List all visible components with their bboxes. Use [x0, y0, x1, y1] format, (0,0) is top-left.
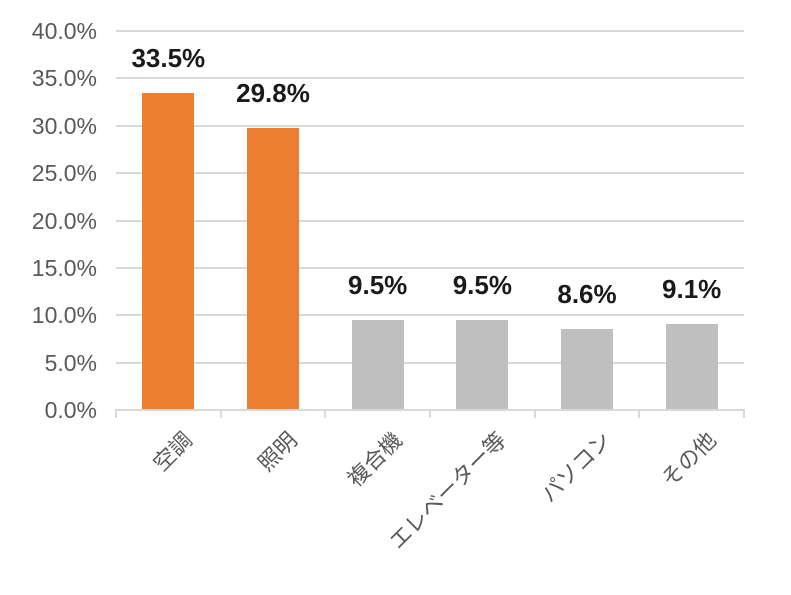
- bar-3: [456, 319, 509, 409]
- x-axis-category-label: 空調: [148, 427, 198, 477]
- x-axis-tick: [115, 410, 117, 418]
- gridline: [116, 266, 744, 269]
- bar-data-label: 9.1%: [662, 273, 722, 304]
- y-axis-tick-label: 40.0%: [31, 18, 97, 44]
- x-axis-category-label: その他: [656, 427, 721, 492]
- y-axis-tick-label: 35.0%: [31, 65, 97, 92]
- x-axis-tick: [638, 410, 641, 418]
- y-axis-tick-label: 25.0%: [31, 160, 97, 187]
- x-axis-tick: [324, 410, 327, 418]
- y-axis-tick-label: 15.0%: [31, 254, 97, 281]
- bar-data-label: 8.6%: [557, 278, 617, 309]
- y-axis-tick-label: 30.0%: [31, 112, 97, 139]
- y-axis-tick-label: 20.0%: [31, 207, 97, 234]
- x-axis-tick: [429, 410, 431, 418]
- gridline: [116, 361, 744, 364]
- gridline: [116, 314, 744, 317]
- bar-data-label: 33.5%: [131, 42, 206, 73]
- x-axis-tick: [533, 410, 536, 418]
- x-axis-category-label: 複合機: [342, 427, 407, 492]
- x-axis-tick: [743, 410, 745, 418]
- bar-1: [247, 127, 299, 409]
- gridline: [116, 77, 744, 80]
- y-axis-tick-label: 0.0%: [44, 397, 97, 423]
- bar-data-label: 9.5%: [348, 269, 408, 300]
- x-axis-category-label: パソコン: [536, 427, 616, 508]
- bar-2: [351, 319, 404, 409]
- gridline: [116, 172, 744, 175]
- bar-5: [665, 323, 718, 409]
- y-axis-tick-label: 10.0%: [31, 302, 97, 329]
- gridline: [116, 30, 744, 32]
- x-axis-category-label: 照明: [253, 427, 302, 477]
- bar-0: [142, 92, 195, 409]
- gridline: [116, 219, 744, 222]
- y-axis-tick-label: 5.0%: [44, 349, 97, 376]
- bar-4: [561, 328, 613, 409]
- gridline: [116, 124, 744, 127]
- bar-data-label: 29.8%: [236, 77, 310, 108]
- x-axis-tick: [219, 410, 222, 418]
- bar-data-label: 9.5%: [452, 269, 512, 300]
